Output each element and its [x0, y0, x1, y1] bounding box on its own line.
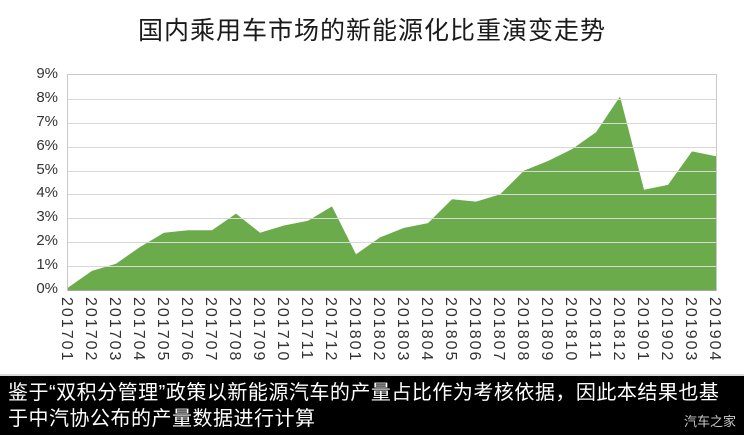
- area-polygon: [68, 96, 716, 290]
- x-axis-label: 201904: [706, 297, 723, 363]
- x-axis-label: 201704: [130, 297, 147, 363]
- x-axis-label: 201702: [82, 297, 99, 363]
- gridline: [68, 194, 716, 196]
- x-axis-label: 201902: [658, 297, 675, 363]
- x-axis-label: 201706: [178, 297, 195, 363]
- x-axis-label: 201806: [466, 297, 483, 363]
- x-axis-label: 201807: [490, 297, 507, 363]
- x-axis-label: 201808: [514, 297, 531, 363]
- x-axis-label: 201809: [538, 297, 555, 363]
- gridline: [68, 266, 716, 268]
- x-axis-label: 201709: [250, 297, 267, 363]
- x-axis-label: 201810: [562, 297, 579, 363]
- watermark-autohome: 汽车之家: [683, 414, 736, 429]
- gridline: [68, 242, 716, 244]
- y-axis-label: 7%: [36, 112, 58, 130]
- chart-panel: 国内乘用车市场的新能源化比重演变走势 0% 1% 2% 3% 4% 5% 6% 7% 8% 9% …: [36, 17, 723, 363]
- x-axis-label: 201802: [370, 297, 387, 363]
- y-axis-label: 6%: [36, 136, 58, 154]
- chart-title: 国内乘用车市场的新能源化比重演变走势: [137, 17, 606, 45]
- x-axis-label: 201805: [442, 297, 459, 363]
- x-axis-label: 201712: [322, 297, 339, 363]
- y-axis-label: 4%: [36, 184, 58, 202]
- footer-note: 鉴于“双积分管理”政策以新能源汽车的产量占比作为考核依据，因此本结果也基于中汽协…: [8, 382, 720, 430]
- area-series: [68, 96, 716, 290]
- x-axis-label: 201903: [682, 297, 699, 363]
- gridline: [68, 170, 716, 172]
- x-axis-label: 201801: [346, 297, 363, 363]
- y-axis-label: 5%: [36, 160, 58, 178]
- x-axis-label: 201812: [610, 297, 627, 363]
- x-axis-label: 201708: [226, 297, 243, 363]
- x-axis-label: 201804: [418, 297, 435, 363]
- x-axis-label: 201707: [202, 297, 219, 363]
- x-axis-label: 201811: [586, 297, 603, 362]
- y-axis-label: 1%: [36, 256, 58, 274]
- y-axis-label: 2%: [36, 232, 58, 250]
- x-axis-label: 201711: [298, 297, 315, 362]
- x-axis-label: 201701: [58, 297, 75, 363]
- gridline: [68, 98, 716, 100]
- gridline: [68, 218, 716, 220]
- gridline: [68, 146, 716, 148]
- y-axis-label: 0%: [36, 280, 58, 297]
- y-axis-label: 8%: [36, 88, 58, 106]
- x-axis-label: 201710: [274, 297, 291, 363]
- x-axis-label: 201803: [394, 297, 411, 363]
- plot-area: [67, 74, 717, 291]
- x-axis-label: 201705: [154, 297, 171, 363]
- x-axis-label: 201703: [106, 297, 123, 363]
- footer-bar: 鉴于“双积分管理”政策以新能源汽车的产量占比作为考核依据，因此本结果也基于中汽协…: [0, 374, 744, 435]
- x-axis-label: 201901: [634, 297, 651, 363]
- y-axis-label: 9%: [36, 65, 58, 82]
- y-axis-label: 3%: [36, 208, 58, 226]
- gridline: [68, 122, 716, 124]
